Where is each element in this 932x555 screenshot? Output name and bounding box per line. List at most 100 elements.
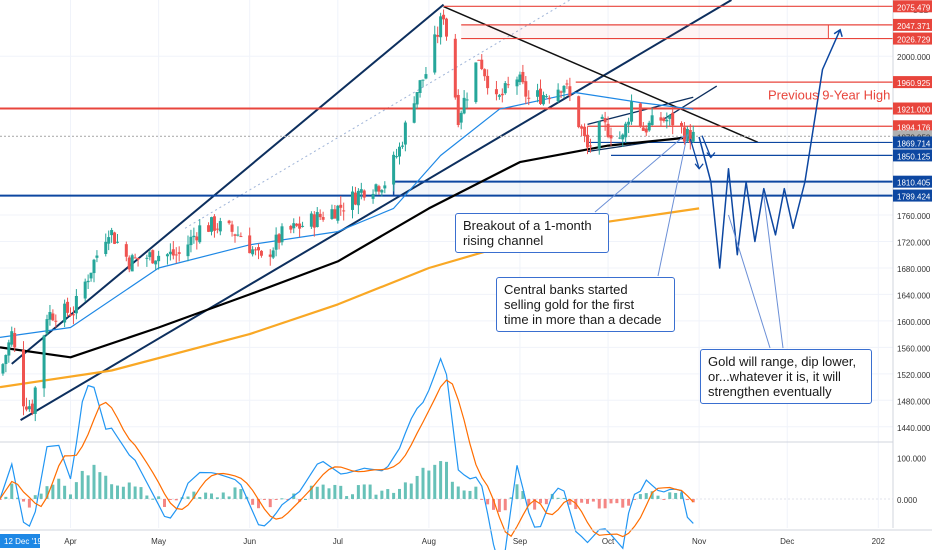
candle	[559, 90, 563, 99]
candle-body	[439, 16, 443, 38]
candle	[662, 116, 666, 123]
histogram-bar	[650, 491, 654, 499]
level-tag-8: 1850.125	[897, 152, 931, 161]
histogram-bar	[186, 496, 190, 499]
candle-body	[600, 116, 604, 119]
candle	[650, 107, 654, 126]
histogram-bar	[10, 483, 14, 499]
candle	[524, 75, 528, 105]
previous-high-label: Previous 9-Year High	[768, 88, 890, 103]
histogram-bar	[462, 490, 466, 499]
level-tag-bg-8	[893, 149, 932, 162]
histogram-bar	[39, 493, 43, 499]
candle-body	[148, 252, 152, 258]
candle	[400, 141, 404, 149]
candle	[395, 148, 399, 159]
histogram-bar	[586, 498, 589, 504]
candle-body	[362, 190, 366, 198]
level-tag-bg-5	[893, 120, 932, 133]
candle	[301, 221, 305, 228]
candle-body	[456, 94, 460, 125]
candle-body	[688, 130, 692, 143]
histogram-bar	[327, 488, 331, 499]
candle	[541, 91, 545, 106]
candle	[580, 124, 584, 136]
candle-body	[577, 96, 581, 128]
candle	[333, 205, 337, 219]
candle	[145, 254, 149, 267]
candle-body	[597, 121, 601, 149]
histogram-bar	[380, 490, 384, 499]
candle-body	[165, 254, 169, 257]
candle-body	[259, 250, 263, 256]
candle-body	[536, 90, 540, 97]
price-tick-2: 1520.000	[897, 371, 931, 380]
histogram-bar	[345, 496, 349, 499]
price-tick-6: 1680.000	[897, 265, 931, 274]
candle	[627, 117, 631, 134]
histogram-bar	[421, 467, 425, 499]
candle	[436, 26, 440, 44]
histogram-bar	[427, 470, 431, 499]
candle-body	[565, 83, 569, 85]
histogram-bar	[615, 498, 619, 504]
candle-body	[515, 79, 519, 87]
histogram-bar	[556, 497, 560, 499]
candle	[236, 226, 240, 237]
candle	[33, 386, 37, 422]
histogram-bar	[468, 490, 472, 499]
candle-body	[312, 214, 316, 228]
candle-body	[415, 92, 419, 105]
price-tick-3: 1560.000	[897, 344, 931, 353]
histogram-bar	[533, 498, 537, 510]
histogram-bar	[116, 485, 119, 499]
candle-body	[339, 204, 343, 208]
candle	[433, 25, 437, 75]
pointer-forecast-2	[763, 195, 784, 349]
candle	[691, 125, 695, 143]
level-tag-0: 2075.479	[897, 3, 931, 12]
histogram-bar	[656, 495, 660, 499]
candle-body	[192, 235, 196, 238]
candle-body	[309, 213, 313, 227]
candle	[606, 116, 610, 139]
histogram-bar	[562, 497, 566, 499]
candle	[527, 90, 531, 106]
candle	[233, 233, 237, 243]
histogram-bar	[127, 482, 131, 499]
candle-body	[556, 89, 560, 102]
histogram-bar	[33, 495, 37, 499]
histogram-bar	[257, 498, 260, 509]
histogram-bar	[274, 498, 278, 500]
macd-line	[0, 356, 694, 555]
level-tag-1: 2047.371	[897, 22, 931, 31]
candle-body	[691, 131, 695, 142]
level-tag-bg-7	[893, 136, 932, 149]
candle-body	[624, 123, 628, 138]
candle-body	[547, 97, 551, 100]
candle-body	[195, 236, 199, 241]
histogram-bar	[239, 489, 243, 499]
candle	[583, 123, 587, 143]
level-tag-bg-0	[893, 0, 932, 13]
candle	[556, 83, 560, 103]
candle	[562, 85, 566, 99]
candle-body	[157, 255, 161, 262]
histogram-bar	[251, 498, 255, 505]
histogram-bar	[662, 498, 666, 500]
pointer-central-banks	[657, 134, 688, 277]
candle	[565, 79, 569, 89]
candle-body	[289, 225, 293, 230]
candle-body	[133, 257, 137, 259]
price-tick-5: 1640.000	[897, 291, 931, 300]
candle	[7, 339, 11, 363]
candle-body	[151, 250, 155, 264]
candle-body	[1, 364, 5, 374]
histogram-bar	[674, 492, 678, 499]
candle	[295, 222, 299, 228]
x-label-5: Aug	[422, 537, 436, 546]
candle-body	[177, 252, 181, 254]
candle	[10, 326, 14, 347]
candle	[462, 90, 466, 115]
candle	[597, 120, 601, 155]
